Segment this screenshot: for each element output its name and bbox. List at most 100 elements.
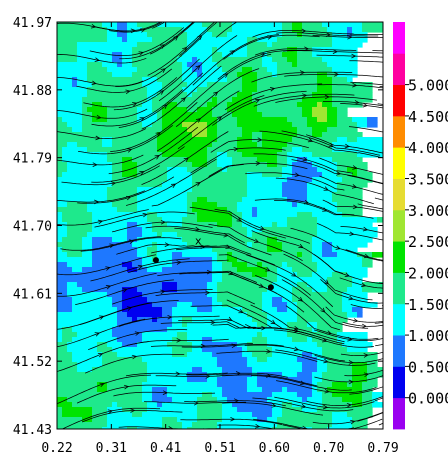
- field-cell: [122, 407, 148, 413]
- field-cell: [257, 377, 313, 383]
- field-cell: [132, 157, 188, 163]
- field-cell: [137, 67, 183, 73]
- field-cell: [57, 247, 63, 253]
- field-cell: [222, 407, 238, 413]
- field-cell: [237, 72, 258, 78]
- field-cell: [67, 262, 93, 268]
- field-cell: [247, 347, 273, 353]
- field-cell: [192, 422, 218, 428]
- field-cell: [162, 107, 188, 113]
- field-cell: [162, 127, 188, 133]
- field-cell: [277, 307, 288, 313]
- streamline-arrowhead: [294, 172, 300, 178]
- streamline: [210, 139, 309, 153]
- field-cell: [247, 192, 283, 198]
- streamline-arrowhead: [109, 243, 115, 248]
- field-cell: [82, 97, 148, 103]
- field-cell: [187, 202, 193, 208]
- field-cell: [242, 217, 288, 223]
- field-cell: [57, 127, 73, 133]
- field-cell: [317, 382, 333, 388]
- field-cell: [207, 102, 218, 108]
- field-cell: [287, 302, 298, 308]
- streamline: [274, 396, 375, 409]
- field-cell: [282, 242, 313, 248]
- streamline-arrowhead: [363, 353, 369, 358]
- field-cell: [57, 337, 63, 343]
- streamline: [282, 418, 383, 429]
- field-cell: [307, 122, 338, 128]
- field-cell: [102, 102, 143, 108]
- field-cell: [202, 72, 228, 78]
- field-cell: [72, 307, 118, 313]
- field-cell: [257, 142, 263, 148]
- streamline: [387, 181, 390, 182]
- streamline-arrowhead: [206, 269, 212, 275]
- field-cell: [112, 177, 168, 183]
- field-cell: [227, 397, 268, 403]
- colorbar-tick-label: 3.500: [408, 171, 448, 189]
- field-cell: [207, 287, 218, 293]
- field-cell: [307, 322, 318, 328]
- field-cell: [317, 227, 378, 233]
- streamline: [316, 54, 383, 58]
- field-cell: [157, 317, 173, 323]
- field-cell: [312, 257, 363, 263]
- field-cell: [92, 212, 148, 218]
- field-cell: [237, 92, 253, 98]
- field-cell: [282, 32, 298, 38]
- field-cell: [157, 147, 208, 153]
- field-cell: [182, 317, 193, 323]
- field-cell: [187, 337, 203, 343]
- field-cell: [312, 427, 328, 429]
- field-cell: [182, 52, 213, 58]
- field-cell: [57, 72, 88, 78]
- field-cell: [287, 327, 313, 333]
- field-cell: [292, 292, 343, 298]
- streamline: [186, 53, 272, 109]
- station-marker: [152, 257, 159, 264]
- field-cell: [92, 82, 143, 88]
- field-cell: [267, 247, 283, 253]
- field-cell: [347, 382, 353, 388]
- field-cell: [252, 337, 268, 343]
- field-cell: [332, 77, 348, 83]
- field-cell: [117, 207, 138, 213]
- field-cell: [217, 427, 273, 429]
- field-cell: [57, 227, 68, 233]
- field-cell: [167, 102, 178, 108]
- field-cell: [57, 302, 73, 308]
- field-cell: [212, 337, 253, 343]
- field-cell: [272, 222, 278, 228]
- field-cell: [132, 52, 183, 58]
- field-cell: [242, 82, 258, 88]
- streamline: [118, 315, 220, 327]
- field-cell: [227, 167, 283, 173]
- colorbar-tick-label: 2.500: [408, 233, 448, 251]
- streamline-arrowhead: [125, 89, 131, 95]
- streamline: [119, 22, 194, 60]
- field-cell: [147, 267, 163, 273]
- streamline-arrowhead: [164, 242, 170, 247]
- field-cell: [187, 212, 198, 218]
- field-cell: [227, 152, 243, 158]
- field-cell: [332, 197, 363, 203]
- field-cell: [132, 62, 183, 68]
- field-cell: [67, 202, 88, 208]
- field-cell: [372, 392, 383, 398]
- field-cell: [347, 167, 358, 173]
- field-cell: [317, 342, 343, 348]
- field-cell: [107, 157, 123, 163]
- field-cell: [212, 142, 238, 148]
- streamline: [276, 32, 379, 37]
- field-cell: [352, 307, 363, 313]
- field-cell: [277, 422, 333, 428]
- field-cell: [247, 377, 258, 383]
- field-cell: [172, 252, 183, 258]
- field-cell: [87, 92, 148, 98]
- field-cell: [92, 412, 108, 418]
- field-cell: [117, 352, 173, 358]
- streamline-arrowhead: [126, 306, 133, 311]
- streamline-arrowhead: [182, 46, 188, 52]
- streamline: [349, 386, 383, 395]
